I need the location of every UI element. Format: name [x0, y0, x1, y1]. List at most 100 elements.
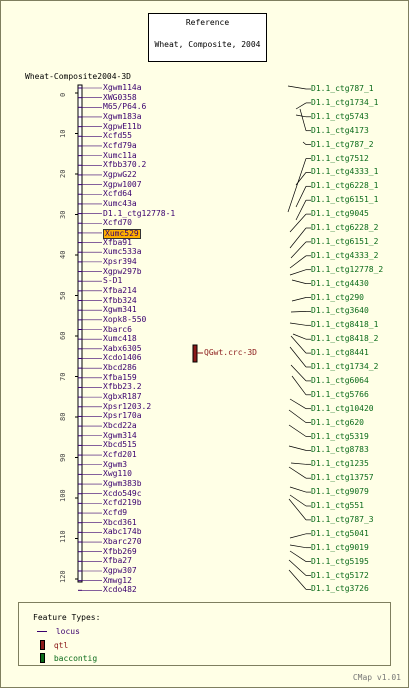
locus-label[interactable]: Xcdo1406: [103, 353, 142, 363]
locus-label[interactable]: Xcfd64: [103, 189, 132, 199]
locus-label[interactable]: XWG0358: [103, 92, 137, 102]
chromosome-bar[interactable]: [77, 84, 83, 583]
contig-label[interactable]: D1.1_ctg8783: [311, 445, 369, 455]
locus-label[interactable]: Xgwm183a: [103, 111, 142, 121]
locus-label[interactable]: Xgwm383b: [103, 479, 142, 489]
axis-tick-label: 80: [59, 412, 67, 421]
locus-label[interactable]: Xbarc270: [103, 537, 142, 547]
locus-label[interactable]: Xopk8-550: [103, 314, 147, 324]
locus-label[interactable]: Xgwm341: [103, 305, 137, 315]
contig-label[interactable]: D1.1_ctg551: [311, 501, 364, 510]
locus-label[interactable]: D1.1_ctg12778-1: [103, 208, 176, 218]
contig-label[interactable]: D1.1_ctg5041: [311, 528, 369, 538]
locus-label[interactable]: Xumc533a: [103, 247, 142, 257]
locus-label[interactable]: Xfba214: [103, 285, 137, 295]
locus-label[interactable]: Xgpw297b: [103, 266, 142, 276]
locus-label[interactable]: Xgwm314: [103, 430, 137, 440]
locus-label[interactable]: Xcfd79a: [103, 140, 137, 150]
contig-connector: [295, 186, 307, 208]
locus-label[interactable]: Xfba91: [103, 237, 132, 247]
contig-label[interactable]: D1.1_ctg8418_2: [311, 334, 379, 344]
contig-label[interactable]: D1.1_ctg1734_1: [311, 97, 379, 107]
contig-label[interactable]: D1.1_ctg5172: [311, 570, 369, 580]
locus-label[interactable]: Xfba27: [103, 556, 132, 566]
locus-label[interactable]: Xfbb324: [103, 295, 137, 305]
locus-label[interactable]: XgpwG22: [103, 169, 137, 179]
locus-label[interactable]: Xcfd70: [103, 218, 132, 228]
contig-label[interactable]: D1.1_ctg12778_2: [311, 264, 384, 274]
locus-label[interactable]: Xbcd22a: [103, 421, 137, 431]
locus-label[interactable]: Xgpw1007: [103, 179, 142, 189]
contig-label[interactable]: D1.1_ctg9045: [311, 209, 369, 219]
contig-label[interactable]: D1.1_ctg6151_2: [311, 236, 379, 246]
contig-label[interactable]: D1.1_ctg4430: [311, 278, 369, 288]
contig-label[interactable]: D1.1_ctg620: [311, 417, 364, 427]
locus-label[interactable]: Xfbb269: [103, 546, 137, 556]
locus-label[interactable]: Xmwg12: [103, 575, 132, 585]
locus-label[interactable]: Xbcd361: [103, 517, 137, 527]
locus-label[interactable]: Xcfd55: [103, 131, 132, 141]
locus-label[interactable]: Xumc11a: [103, 150, 137, 160]
highlighted-locus-label[interactable]: Xumc529: [103, 228, 141, 239]
contig-label[interactable]: D1.1_ctg5766: [311, 389, 369, 399]
locus-label[interactable]: XgpwE11b: [103, 121, 142, 131]
contig-label[interactable]: D1.1_ctg4173: [311, 125, 369, 135]
cmap-version[interactable]: CMap v1.01: [352, 673, 401, 682]
locus-label[interactable]: Xpsr394: [103, 256, 137, 266]
locus-label[interactable]: Xfbb23.2: [103, 382, 142, 392]
locus-label[interactable]: Xcfd201: [103, 450, 137, 460]
contig-label[interactable]: D1.1_ctg13757: [311, 473, 374, 483]
contig-label[interactable]: D1.1_ctg3726: [311, 584, 369, 594]
contig-label[interactable]: D1.1_ctg6228_1: [311, 181, 379, 191]
map-title[interactable]: Wheat-Composite2004-3D: [25, 72, 131, 81]
locus-label[interactable]: Xumc43a: [103, 198, 137, 208]
contig-label[interactable]: D1.1_ctg1734_2: [311, 362, 379, 371]
qtl-bar[interactable]: [192, 344, 198, 363]
contig-connector: [289, 346, 307, 368]
locus-label[interactable]: Xwg110: [103, 469, 132, 479]
contig-label[interactable]: D1.1_ctg6228_2: [311, 223, 379, 232]
contig-label[interactable]: D1.1_ctg787_1: [311, 84, 374, 93]
locus-label[interactable]: Xcdo482: [103, 585, 137, 595]
qtl-label[interactable]: QGwt.crc-3D: [204, 348, 257, 357]
locus-label[interactable]: Xabc174b: [103, 527, 142, 537]
locus-label[interactable]: Xcfd9: [103, 508, 128, 518]
contig-label[interactable]: D1.1_ctg4333_1: [311, 167, 379, 177]
contig-label[interactable]: D1.1_ctg8441: [311, 348, 369, 358]
locus-label[interactable]: Xgwm114a: [103, 83, 142, 92]
locus-label[interactable]: Xpsr170a: [103, 411, 142, 421]
locus-label[interactable]: M65/P64.6: [103, 102, 147, 112]
locus-label[interactable]: Xfbb370.2: [103, 160, 147, 170]
locus-label[interactable]: Xbcd515: [103, 440, 137, 450]
contig-label[interactable]: D1.1_ctg787_3: [311, 514, 374, 524]
contig-label[interactable]: D1.1_ctg7512: [311, 153, 369, 163]
axis-tick-label: 30: [59, 210, 67, 219]
locus-label[interactable]: Xcfd219b: [103, 498, 142, 508]
locus-label[interactable]: Xumc418: [103, 334, 137, 344]
locus-label[interactable]: XgbxR187: [103, 392, 142, 402]
contig-label[interactable]: D1.1_ctg8418_1: [311, 320, 379, 330]
contig-label[interactable]: D1.1_ctg4333_2: [311, 250, 379, 260]
contig-label[interactable]: D1.1_ctg3640: [311, 306, 369, 316]
contig-label[interactable]: D1.1_ctg6151_1: [311, 195, 379, 205]
contig-connector: [295, 114, 307, 118]
locus-label[interactable]: Xcdo549c: [103, 488, 142, 498]
contig-label[interactable]: D1.1_ctg5743: [311, 111, 369, 121]
locus-label[interactable]: Xbcd286: [103, 363, 137, 373]
contig-label[interactable]: D1.1_ctg5195: [311, 556, 369, 566]
contig-label[interactable]: D1.1_ctg10420: [311, 403, 374, 413]
contig-label[interactable]: D1.1_ctg787_2: [311, 139, 374, 149]
locus-label[interactable]: Xgpw307: [103, 566, 137, 575]
contig-label[interactable]: D1.1_ctg5319: [311, 431, 369, 441]
locus-label[interactable]: Xfba159: [103, 372, 137, 382]
locus-label[interactable]: Xpsr1203.2: [103, 401, 152, 411]
contig-label[interactable]: D1.1_ctg6064: [311, 375, 369, 385]
locus-label[interactable]: Xabx6305: [103, 343, 142, 353]
locus-label[interactable]: Xgwm3: [103, 459, 128, 469]
contig-label[interactable]: D1.1_ctg9079: [311, 487, 369, 497]
locus-label[interactable]: S-D1: [103, 276, 123, 286]
locus-label[interactable]: Xbarc6: [103, 324, 132, 334]
contig-label[interactable]: D1.1_ctg1235: [311, 459, 369, 469]
contig-label[interactable]: D1.1_ctg290: [311, 292, 364, 302]
contig-label[interactable]: D1.1_ctg9019: [311, 542, 369, 552]
